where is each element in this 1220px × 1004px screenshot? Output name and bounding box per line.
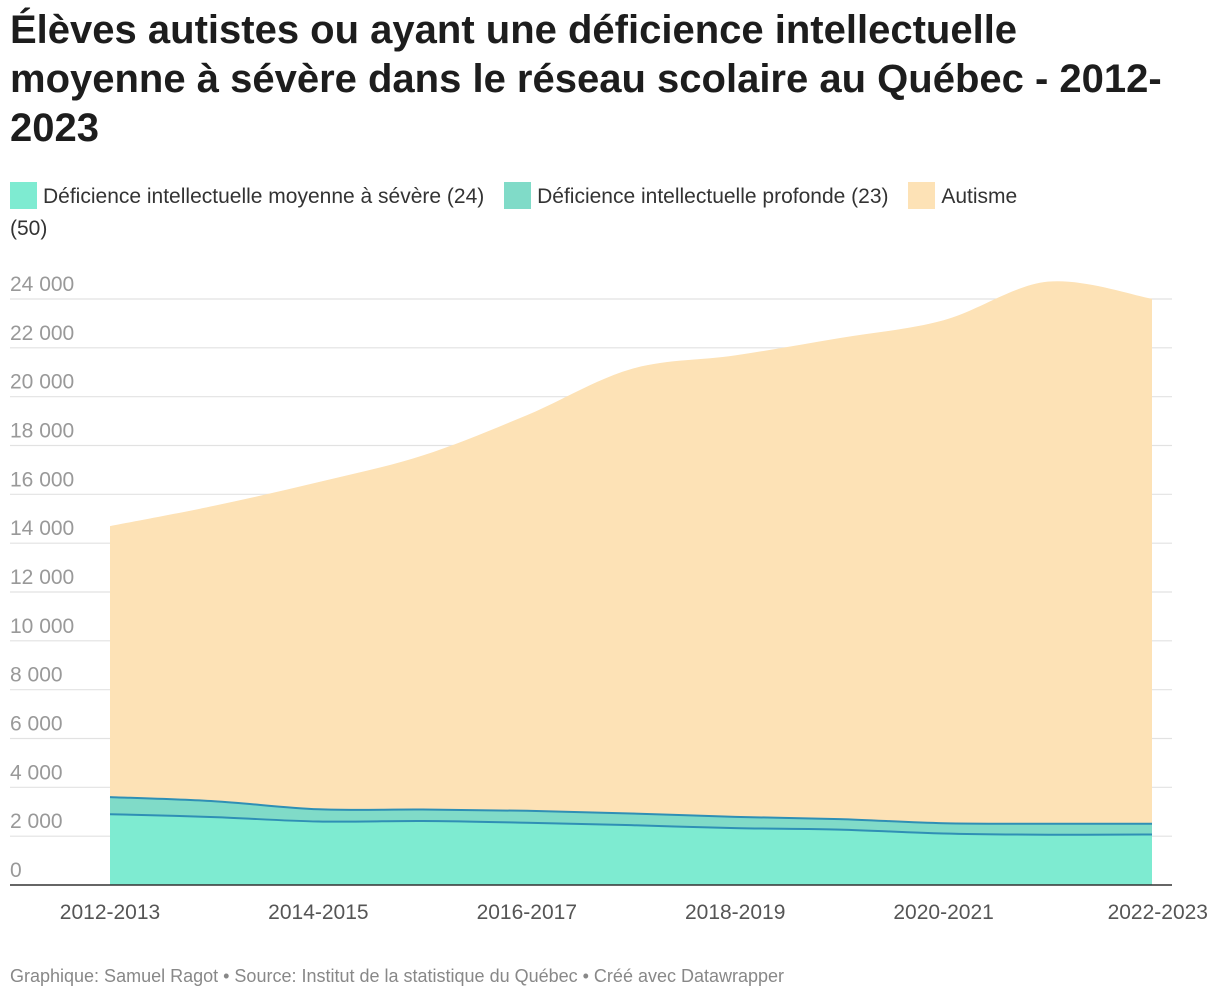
x-tick-label: 2022-2023: [1108, 901, 1208, 924]
legend-code-autisme: (50): [10, 217, 48, 240]
y-tick-label: 4 000: [10, 761, 63, 784]
legend: Déficience intellectuelle moyenne à sévè…: [10, 180, 1190, 244]
series-areas: [110, 281, 1152, 885]
y-tick-label: 16 000: [10, 468, 74, 491]
x-tick-label: 2020-2021: [893, 901, 993, 924]
footer-credits: Graphique: Samuel Ragot • Source: Instit…: [10, 966, 785, 986]
legend-item-profonde: Déficience intellectuelle profonde (23): [504, 180, 889, 214]
x-axis: 2012-2013 2014-2015 2016-2017 2018-2019 2020…: [10, 884, 1208, 924]
x-tick-label: 2014-2015: [268, 901, 368, 924]
legend-swatch-moyenne: [10, 182, 37, 209]
legend-swatch-profonde: [504, 182, 532, 209]
y-tick-label: 20 000: [10, 371, 74, 394]
legend-label-moyenne: Déficience intellectuelle moyenne à sévè…: [43, 185, 442, 208]
area-autisme: [110, 281, 1152, 824]
y-tick-label: 0: [10, 859, 22, 882]
area-deficience-profonde: [110, 797, 1152, 835]
legend-label-autisme: Autisme: [941, 185, 1018, 208]
y-tick-label: 10 000: [10, 615, 74, 638]
line-deficience-moyenne: [109, 813, 1153, 836]
legend-code-moyenne: (24): [446, 185, 485, 208]
legend-label-profonde: Déficience intellectuelle profonde: [537, 185, 846, 208]
line-deficience-profonde: [109, 796, 1153, 825]
area-chart: 0 2 000 4 000 6 000 8 000 10 000 12 000 14 000 1…: [10, 273, 1208, 924]
y-tick-label: 12 000: [10, 566, 74, 589]
y-tick-label: 2 000: [10, 810, 63, 833]
y-tick-label: 24 000: [10, 273, 74, 296]
y-tick-label: 8 000: [10, 664, 63, 687]
y-tick-label: 22 000: [10, 322, 74, 345]
chart-title: Élèves autistes ou ayant une déficience …: [10, 8, 1162, 150]
x-tick-label: 2016-2017: [477, 901, 577, 924]
legend-item-autisme: Autisme: [908, 180, 1017, 214]
legend-code-profonde: (23): [851, 185, 889, 208]
y-tick-label: 6 000: [10, 713, 63, 736]
y-tick-label: 18 000: [10, 420, 74, 443]
legend-swatch-autisme: [908, 182, 936, 209]
y-axis: 0 2 000 4 000 6 000 8 000 10 000 12 000 14 000 1…: [10, 273, 74, 882]
x-tick-label: 2018-2019: [685, 901, 785, 924]
legend-item-moyenne: Déficience intellectuelle moyenne à sévè…: [10, 180, 484, 214]
series-lines: [109, 796, 1153, 836]
x-tick-label: 2012-2013: [60, 901, 160, 924]
y-tick-label: 14 000: [10, 517, 74, 540]
